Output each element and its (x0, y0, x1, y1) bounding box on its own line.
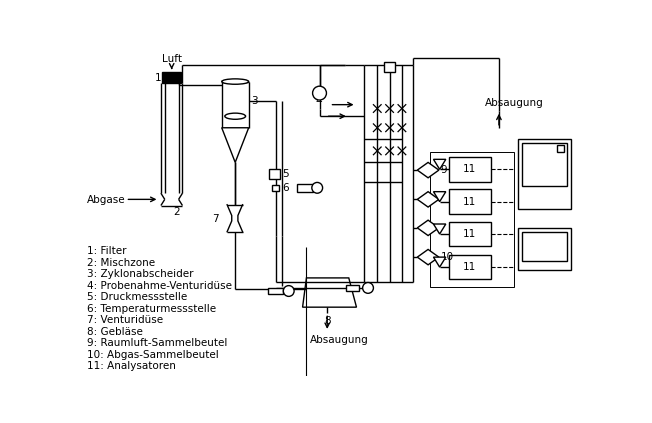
Bar (518, 139, 570, 209)
Polygon shape (417, 162, 439, 178)
Text: 11: 11 (463, 229, 477, 239)
Text: Luft: Luft (162, 54, 182, 64)
Text: 8: Gebläse: 8: Gebläse (87, 327, 143, 337)
Circle shape (363, 283, 374, 293)
Text: 3: Zyklonabscheider: 3: Zyklonabscheider (87, 269, 194, 279)
Polygon shape (303, 278, 357, 307)
Text: 2: 2 (173, 207, 180, 217)
Bar (522, 143, 567, 186)
Bar (449, 190, 491, 214)
Bar (272, 185, 280, 191)
Bar (449, 255, 491, 280)
Text: 11: 11 (463, 197, 477, 207)
Ellipse shape (225, 113, 246, 119)
Bar (557, 145, 565, 152)
Text: 2: Mischzone: 2: Mischzone (87, 258, 155, 267)
Polygon shape (434, 224, 446, 234)
Text: 1: 1 (155, 73, 161, 83)
Bar (162, 72, 181, 83)
Text: Abgase: Abgase (87, 195, 126, 205)
Text: 4: Probenahme-Venturidüse: 4: Probenahme-Venturidüse (87, 280, 232, 291)
Text: Absaugung: Absaugung (485, 98, 544, 108)
Bar (384, 62, 395, 71)
Bar (449, 157, 491, 181)
Circle shape (312, 86, 327, 100)
Polygon shape (417, 250, 439, 265)
Text: 3: 3 (251, 96, 258, 106)
Bar (449, 222, 491, 246)
Text: 7: Venturidüse: 7: Venturidüse (87, 315, 163, 325)
Polygon shape (434, 192, 446, 202)
Polygon shape (417, 192, 439, 207)
Bar (269, 169, 280, 179)
Text: 7: 7 (212, 214, 218, 224)
Text: 5: 5 (282, 169, 288, 179)
Text: 10: Abgas-Sammelbeutel: 10: Abgas-Sammelbeutel (87, 350, 218, 360)
Polygon shape (222, 128, 248, 162)
Polygon shape (434, 257, 446, 267)
Text: 9: Raumluft-Sammelbeutel: 9: Raumluft-Sammelbeutel (87, 338, 228, 349)
Bar (268, 288, 284, 294)
Text: 8: 8 (324, 316, 331, 326)
Text: 10: 10 (440, 252, 454, 262)
Text: 6: 6 (282, 183, 288, 193)
Bar (430, 152, 514, 287)
Text: 9: 9 (440, 165, 447, 175)
Bar (518, 228, 570, 270)
Bar (346, 285, 359, 291)
Circle shape (312, 182, 323, 193)
Polygon shape (417, 220, 439, 236)
Text: 11: Analysatoren: 11: Analysatoren (87, 362, 176, 371)
Text: 5: Druckmessstelle: 5: Druckmessstelle (87, 292, 187, 302)
Polygon shape (434, 159, 446, 169)
Ellipse shape (222, 79, 248, 84)
Text: 4: 4 (316, 96, 322, 106)
Bar (522, 232, 567, 261)
Text: 1: Filter: 1: Filter (87, 246, 126, 256)
Text: 11: 11 (463, 262, 477, 272)
Text: 11: 11 (463, 165, 477, 174)
Circle shape (284, 286, 294, 297)
Text: 6: Temperaturmessstelle: 6: Temperaturmessstelle (87, 304, 216, 314)
Text: Absaugung: Absaugung (310, 335, 369, 344)
Bar (297, 184, 312, 192)
